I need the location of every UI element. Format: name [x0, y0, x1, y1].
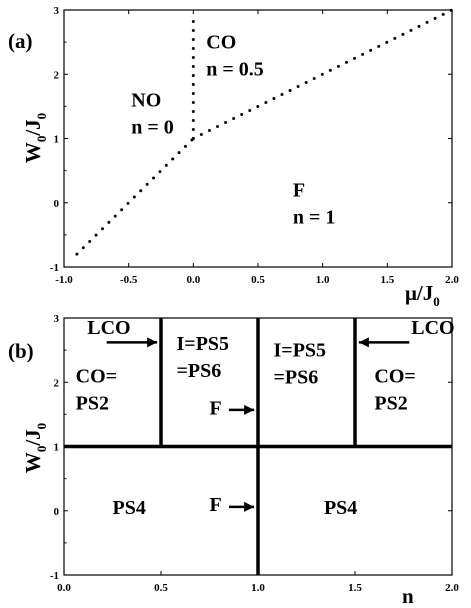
- y-tick-label: -1: [50, 570, 59, 582]
- region-label: F: [293, 179, 305, 201]
- region-label: n = 1: [293, 206, 336, 228]
- x-tick-label: 1.5: [348, 582, 362, 594]
- panel-a: (a) -1 0 1 2 3 -1.0 -0.5 0.0 0.5 1.0 1.5 2.0 NO n =…: [8, 5, 459, 309]
- region-label: PS2: [76, 392, 109, 414]
- x-tick-label: 2.0: [445, 274, 459, 286]
- arrow-label: F: [210, 494, 222, 516]
- annotation-arrow-head: [358, 337, 369, 348]
- annotation-arrow-head: [147, 337, 158, 348]
- panel-a-y-ticks: -1 0 1 2 3: [50, 5, 452, 274]
- panel-b-arrows: LCO LCO F F: [87, 317, 454, 516]
- x-tick-label: 0.0: [186, 274, 200, 286]
- y-tick-label: 1: [54, 134, 60, 146]
- x-tick-label: 0.5: [154, 582, 168, 594]
- panel-b-regions: CO= PS2 I=PS5 =PS6 I=PS5 =PS6 CO= PS2 PS4 PS4: [76, 333, 416, 519]
- x-tick-label: 0.0: [57, 582, 71, 594]
- panel-a-x-ticks: -1.0 -0.5 0.0 0.5 1.0 1.5 2.0: [55, 10, 459, 286]
- x-tick-label: 0.5: [251, 274, 265, 286]
- y-tick-label: 0: [54, 198, 60, 210]
- panel-a-regions: NO n = 0 CO n = 0.5 Fn = 1: [131, 32, 335, 229]
- panel-a-y-axis-label: W0/J0: [21, 113, 49, 163]
- panel-a-series: [75, 8, 454, 256]
- panel-b-y-ticks: -1 0 1 2 3: [50, 313, 452, 582]
- panel-a-frame: [63, 9, 453, 268]
- panel-a-label: (a): [8, 29, 33, 53]
- region-label: CO=: [76, 365, 117, 387]
- region-label: PS4: [324, 497, 357, 519]
- region-label: CO: [206, 32, 236, 54]
- region-label: I=PS5: [274, 340, 327, 362]
- arrow-label: F: [210, 397, 222, 419]
- phase-boundary-line: [75, 137, 195, 256]
- panel-b-label: (b): [8, 339, 34, 363]
- y-tick-label: 1: [54, 442, 60, 454]
- region-label: n = 0: [131, 116, 174, 138]
- region-label: PS4: [113, 497, 146, 519]
- arrow-label: LCO: [411, 317, 454, 339]
- annotation-arrow-head: [244, 501, 255, 512]
- y-tick-label: -1: [50, 262, 59, 274]
- region-label: I=PS5: [177, 333, 230, 355]
- arrow-label: LCO: [87, 317, 130, 339]
- panel-b-x-ticks: 0.0 0.5 1.0 1.5 2.0: [57, 318, 459, 594]
- region-label: =PS6: [274, 367, 319, 389]
- region-label: PS2: [374, 392, 407, 414]
- x-tick-label: 1.0: [251, 582, 265, 594]
- panel-b-series: [64, 318, 452, 575]
- panel-b: (b) -1 0 1 2 3 0.0 0.5 1.0 1.5 2.0 CO= PS2 I=PS5 =P…: [8, 313, 459, 608]
- panel-b-y-axis-label: W0/J0: [21, 423, 49, 473]
- y-tick-label: 2: [54, 69, 60, 81]
- y-tick-label: 3: [54, 313, 60, 325]
- y-tick-label: 0: [54, 506, 60, 518]
- panel-a-x-axis-label: μ/J0: [405, 281, 440, 309]
- y-tick-label: 2: [54, 377, 60, 389]
- x-tick-label: -0.5: [120, 274, 138, 286]
- panel-b-x-axis-label: n: [402, 584, 414, 608]
- y-tick-label: 3: [54, 5, 60, 17]
- x-tick-label: 1.5: [380, 274, 394, 286]
- x-tick-label: -1.0: [55, 274, 73, 286]
- region-label: NO: [131, 89, 161, 111]
- x-tick-label: 2.0: [445, 582, 459, 594]
- region-label: n = 0.5: [206, 59, 264, 81]
- phase-boundary-line: [191, 8, 454, 140]
- region-label: =PS6: [177, 360, 222, 382]
- x-tick-label: 1.0: [316, 274, 330, 286]
- annotation-arrow-head: [244, 404, 255, 415]
- region-label: CO=: [374, 365, 415, 387]
